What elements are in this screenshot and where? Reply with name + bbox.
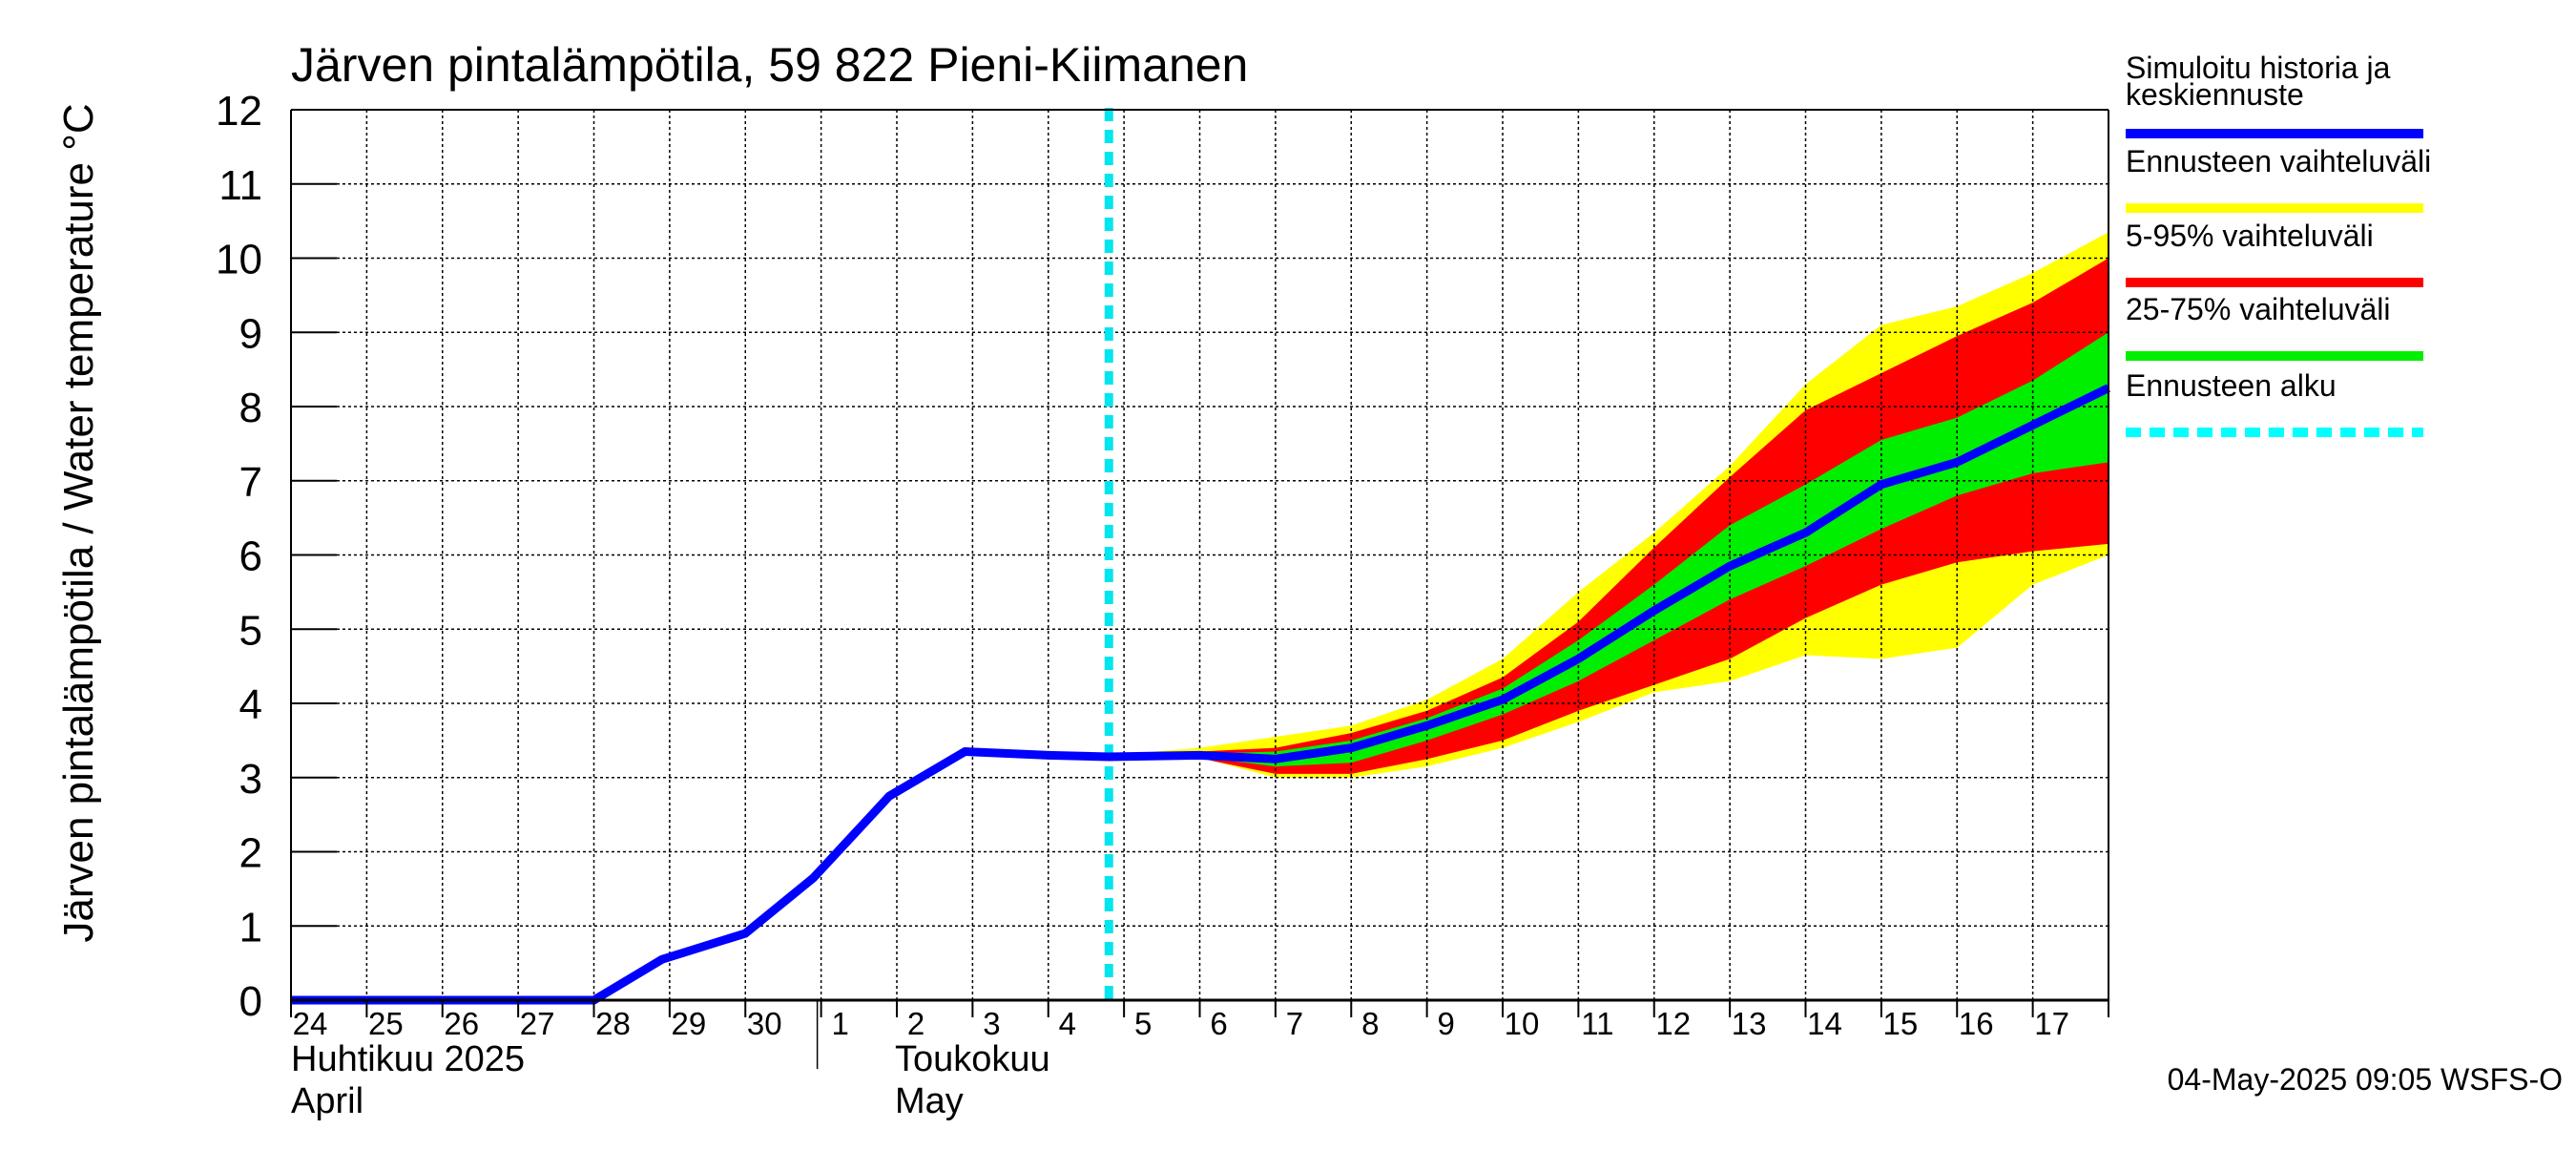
month-label: Toukokuu bbox=[895, 1039, 1050, 1079]
axes bbox=[290, 109, 2109, 1069]
y-tick-label: 9 bbox=[239, 310, 262, 357]
x-tick-label: 14 bbox=[1807, 1006, 1842, 1041]
x-tick-label: 9 bbox=[1437, 1006, 1454, 1041]
y-tick-label: 6 bbox=[239, 533, 262, 580]
x-tick-label: 5 bbox=[1134, 1006, 1152, 1041]
legend-label: Ennusteen vaihteluväli bbox=[2126, 144, 2431, 178]
y-axis-label: Järven pintalämpötila / Water temperatur… bbox=[55, 103, 102, 942]
y-tick-label: 1 bbox=[239, 904, 262, 951]
legend-label: keskiennuste bbox=[2126, 77, 2304, 112]
month-label-en: May bbox=[895, 1081, 964, 1121]
legend-label: Ennusteen alku bbox=[2126, 368, 2337, 403]
legend-label: Simuloitu historia ja bbox=[2126, 51, 2391, 85]
x-tick-label: 3 bbox=[983, 1006, 1000, 1041]
y-tick-label: 3 bbox=[239, 756, 262, 803]
x-tick-label: 13 bbox=[1732, 1006, 1767, 1041]
y-tick-label: 8 bbox=[239, 385, 262, 431]
x-tick-label: 29 bbox=[672, 1006, 707, 1041]
y-tick-label: 5 bbox=[239, 607, 262, 654]
x-tick-label: 28 bbox=[595, 1006, 631, 1041]
y-tick-label: 2 bbox=[239, 830, 262, 877]
forecast-bands bbox=[1109, 232, 2109, 778]
x-tick-label: 30 bbox=[747, 1006, 782, 1041]
x-tick-label: 25 bbox=[368, 1006, 404, 1041]
month-label-en: April bbox=[291, 1081, 364, 1121]
x-tick-label: 10 bbox=[1505, 1006, 1540, 1041]
legend-label: 5-95% vaihteluväli bbox=[2126, 219, 2374, 253]
month-label: Huhtikuu 2025 bbox=[291, 1039, 525, 1079]
band-forecast-range bbox=[1109, 232, 2109, 778]
x-tick-label: 16 bbox=[1959, 1006, 1994, 1041]
x-tick-label: 26 bbox=[444, 1006, 479, 1041]
x-tick-label: 24 bbox=[293, 1006, 328, 1041]
x-tick-label: 6 bbox=[1210, 1006, 1227, 1041]
x-tick-label: 17 bbox=[2034, 1006, 2069, 1041]
x-tick-label: 7 bbox=[1286, 1006, 1303, 1041]
x-tick-label: 12 bbox=[1655, 1006, 1691, 1041]
footer-timestamp: 04-May-2025 09:05 WSFS-O bbox=[2168, 1062, 2563, 1097]
x-tick-label: 27 bbox=[520, 1006, 555, 1041]
x-tick-label: 2 bbox=[907, 1006, 924, 1041]
band-5-95 bbox=[1109, 258, 2109, 774]
legend-label: 25-75% vaihteluväli bbox=[2126, 292, 2391, 326]
x-tick-label: 11 bbox=[1581, 1006, 1613, 1041]
chart-title: Järven pintalämpötila, 59 822 Pieni-Kiim… bbox=[291, 38, 1248, 92]
y-tick-label: 12 bbox=[216, 88, 262, 135]
y-tick-label: 10 bbox=[216, 237, 262, 283]
y-tick-label: 4 bbox=[239, 681, 262, 728]
x-tick-label: 15 bbox=[1883, 1006, 1919, 1041]
y-tick-label: 7 bbox=[239, 459, 262, 506]
x-tick-label: 4 bbox=[1059, 1006, 1076, 1041]
y-tick-label: 0 bbox=[239, 978, 262, 1025]
x-tick-label: 8 bbox=[1361, 1006, 1379, 1041]
x-tick-label: 1 bbox=[831, 1006, 848, 1041]
y-tick-label: 11 bbox=[218, 162, 262, 209]
